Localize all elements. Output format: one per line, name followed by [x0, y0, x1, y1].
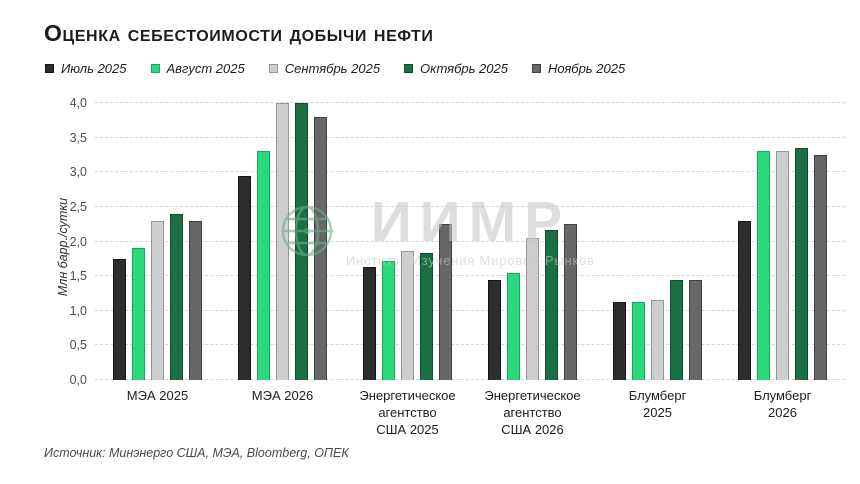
- legend-item: Август 2025: [150, 61, 245, 76]
- legend-label: Октябрь 2025: [420, 61, 508, 76]
- y-tick-label: 4,0: [69, 96, 87, 110]
- y-tick-label: 1,5: [69, 269, 87, 284]
- legend-swatch: [268, 64, 278, 73]
- legend-item: Сентябрь 2025: [268, 61, 381, 76]
- bar: [401, 250, 414, 380]
- gridline: [95, 240, 845, 242]
- gridline: [95, 344, 845, 346]
- y-tick-label: 0,5: [69, 338, 87, 353]
- bar: [189, 220, 202, 380]
- y-tick-label: 1,0: [69, 303, 87, 318]
- gridline: [95, 171, 845, 173]
- gridline: [95, 136, 845, 138]
- bar: [651, 300, 664, 380]
- legend-label: Ноябрь 2025: [547, 61, 626, 76]
- legend-item: Ноябрь 2025: [531, 61, 626, 76]
- source-note: Источник: Минэнерго США, МЭА, Bloomberg,…: [44, 446, 349, 460]
- bar: [113, 258, 126, 380]
- gridline: [95, 309, 845, 311]
- bar: [132, 248, 145, 380]
- bar: [363, 267, 376, 380]
- bar: [613, 301, 626, 380]
- bar: [670, 279, 683, 380]
- legend-swatch: [404, 64, 414, 73]
- gridline: [95, 102, 845, 103]
- bar-group: [595, 103, 720, 380]
- bar: [314, 116, 327, 380]
- bar: [776, 151, 789, 380]
- x-axis-label: Энергетическое агентство США 2026: [484, 388, 581, 437]
- bar: [689, 279, 702, 380]
- legend-swatch: [150, 64, 160, 73]
- bar: [151, 220, 164, 380]
- legend: Июль 2025 Август 2025 Сентябрь 2025 Октябрь…: [45, 61, 625, 76]
- legend-item: Октябрь 2025: [404, 61, 508, 76]
- bar: [757, 151, 770, 380]
- bar-group: [470, 103, 595, 380]
- bar: [276, 103, 289, 380]
- x-axis-label: Блумберг 2025: [628, 388, 687, 420]
- bar: [545, 229, 558, 380]
- y-tick-label: 2,0: [69, 234, 87, 249]
- bar: [382, 260, 395, 380]
- gridline: [95, 379, 845, 380]
- x-axis-label: МЭА 2026: [251, 388, 314, 403]
- legend-swatch: [531, 64, 541, 73]
- legend-label: Август 2025: [166, 61, 245, 76]
- bar-group: [345, 103, 470, 380]
- bar: [295, 103, 308, 380]
- y-tick-label: 2,5: [69, 199, 87, 214]
- page-title: Оценка себестоимости добычи нефти: [44, 20, 434, 46]
- bar-group: [95, 103, 220, 380]
- x-axis-label: Энергетическое агентство США 2025: [359, 388, 456, 437]
- gridline: [95, 205, 845, 207]
- legend-label: Сентябрь 2025: [284, 61, 381, 76]
- legend-item: Июль 2025: [45, 61, 127, 76]
- legend-label: Июль 2025: [61, 61, 127, 76]
- y-tick-label: 3,5: [69, 130, 87, 145]
- x-axis-labels: МЭА 2025 МЭА 2026 Энергетическое агентство…: [95, 388, 845, 439]
- bar: [439, 224, 452, 380]
- bar: [170, 213, 183, 380]
- bar: [814, 154, 827, 380]
- bar: [632, 301, 645, 380]
- legend-swatch: [45, 64, 54, 73]
- x-axis-label: Блумберг 2026: [753, 388, 812, 420]
- bar: [526, 238, 539, 380]
- bar: [507, 272, 520, 380]
- y-tick-label: 3,0: [69, 165, 87, 180]
- bar: [795, 148, 808, 380]
- y-tick-label: 0,0: [69, 373, 87, 387]
- plot-area: 0,0 0,5 1,0 1,5 2,0 2,5 3,0 3,5 4,0: [70, 96, 845, 387]
- bar: [420, 252, 433, 380]
- bar: [564, 224, 577, 380]
- x-axis-label: МЭА 2025: [126, 388, 189, 403]
- bar-group: [720, 103, 845, 380]
- bar: [257, 151, 270, 380]
- bar: [738, 220, 751, 380]
- bar-group: [220, 103, 345, 380]
- bar-groups: [95, 103, 845, 380]
- gridline: [95, 275, 845, 277]
- bar: [488, 279, 501, 380]
- bar: [238, 175, 251, 380]
